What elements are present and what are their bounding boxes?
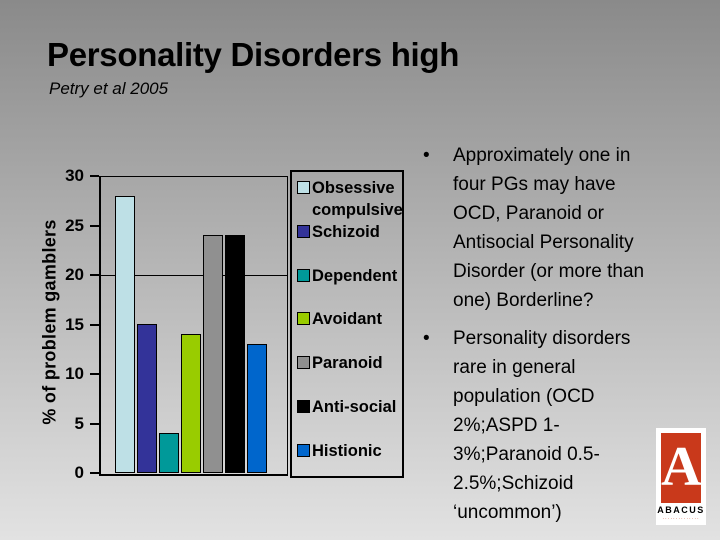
bullet-item: • Personality disorders rare in general …: [423, 324, 715, 527]
bar-avoidant: [181, 334, 201, 473]
y-tick-label-5: 5: [74, 414, 84, 433]
y-tick-30: [90, 175, 99, 177]
y-tick-label-30: 30: [65, 166, 84, 185]
y-tick-15: [90, 324, 99, 326]
legend-swatch-avoidant: [297, 312, 310, 326]
y-tick-label-10: 10: [65, 364, 84, 383]
legend-label-paranoid: Paranoid: [312, 354, 383, 373]
gridline-20: [101, 275, 287, 276]
y-tick-20: [90, 274, 99, 276]
legend-swatch-histionic: [297, 443, 310, 457]
abacus-logo-mark: A: [661, 433, 701, 503]
plot-area: [99, 176, 288, 476]
bullet-marker: •: [423, 328, 430, 349]
y-tick-label-0: 0: [74, 463, 84, 482]
page-subtitle: Petry et al 2005: [49, 79, 169, 98]
abacus-logo: A ABACUS ··············: [656, 428, 706, 525]
y-tick-label-20: 20: [65, 265, 84, 284]
bar-anti-social: [225, 235, 245, 473]
y-tick-label-25: 25: [65, 216, 84, 235]
bar-dependent: [159, 433, 179, 473]
y-tick-label-15: 15: [65, 315, 84, 334]
legend-label-obsessive-compulsive: Obsessive compulsive: [312, 179, 403, 219]
legend-swatch-dependent: [297, 268, 310, 282]
y-tick-25: [90, 225, 99, 227]
y-tick-10: [90, 373, 99, 375]
bullet-marker: •: [423, 145, 430, 166]
y-tick-0: [90, 472, 99, 474]
bar-histionic: [247, 344, 267, 473]
legend-swatch-paranoid: [297, 356, 310, 370]
bullet-item: • Approximately one in four PGs may have…: [423, 141, 715, 315]
abacus-logo-tagline: ··············: [662, 516, 700, 522]
legend-swatch-obsessive-compulsive: [297, 181, 310, 194]
legend-label-avoidant: Avoidant: [312, 310, 382, 329]
page-title: Personality Disorders high: [47, 36, 460, 73]
bar-schizoid: [137, 324, 157, 473]
legend-label-anti-social: Anti-social: [312, 398, 397, 416]
bar-paranoid: [203, 235, 223, 473]
legend-label-histionic: Histionic: [312, 441, 382, 460]
bullet-text: Personality disorders rare in general po…: [453, 328, 631, 523]
bar-obsessive-compulsive: [115, 196, 135, 473]
bullet-text: Approximately one in four PGs may have O…: [453, 145, 645, 311]
abacus-logo-name: ABACUS: [657, 505, 705, 515]
chart-legend: Obsessive compulsive Schizoid Dependent Avo…: [290, 170, 404, 478]
legend-swatch-anti-social: [297, 400, 310, 413]
legend-label-schizoid: Schizoid: [312, 222, 380, 241]
bullet-list: • Approximately one in four PGs may have…: [423, 141, 715, 536]
legend-swatch-schizoid: [297, 224, 310, 238]
y-tick-5: [90, 423, 99, 425]
legend-label-dependent: Dependent: [312, 266, 398, 285]
